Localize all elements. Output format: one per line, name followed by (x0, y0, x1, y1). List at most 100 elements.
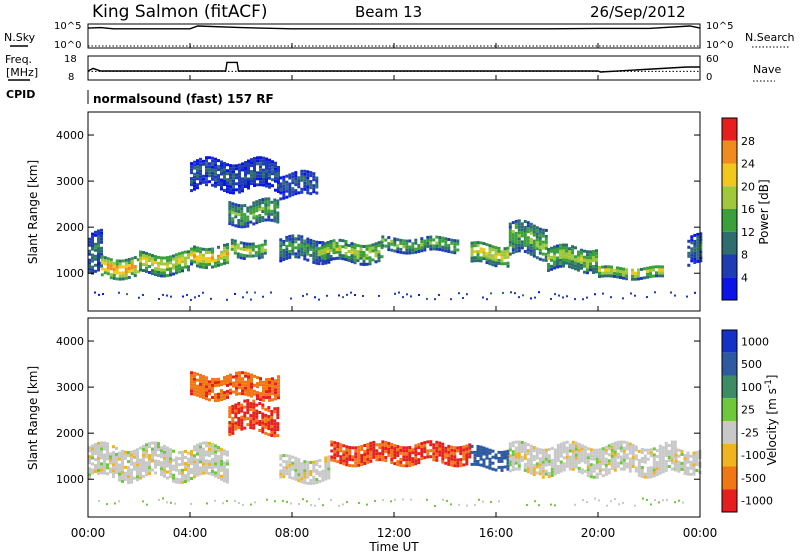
velocity-echo-cell (100, 462, 103, 466)
power-echo-cell (273, 213, 277, 217)
velocity-echo-cell (232, 390, 235, 394)
velocity-echo-cell (523, 462, 527, 466)
velocity-echo-cell (217, 464, 220, 468)
velocity-echo-cell (667, 465, 671, 468)
power-echo-cell (97, 253, 100, 257)
power-echo-cell (580, 263, 583, 267)
velocity-echo-cell (622, 449, 626, 453)
velocity-echo-cell (372, 446, 376, 450)
power-echo-cell (139, 253, 142, 257)
power-echo-cell (538, 242, 542, 246)
power-echo-cell (482, 296, 484, 299)
velocity-echo-cell (211, 466, 214, 470)
power-echo-cell (237, 207, 241, 210)
velocity-echo-cell (619, 455, 623, 459)
power-echo-cell (264, 203, 268, 207)
power-echo-cell (616, 272, 619, 276)
velocity-echo-cell (369, 453, 373, 457)
power-echo-cell (223, 246, 226, 250)
velocity-echo-cell (582, 499, 584, 502)
power-echo-cell (344, 246, 348, 249)
velocity-echo-cell (312, 475, 316, 479)
velocity-echo-cell (488, 463, 492, 467)
nsearch-tick-top: 10^5 (706, 21, 733, 32)
power-echo-cell (199, 169, 202, 173)
power-echo-cell (232, 191, 235, 195)
power-echo-cell (646, 296, 648, 299)
velocity-echo-cell (184, 450, 187, 453)
power-echo-cell (699, 235, 703, 239)
velocity-echo-cell (220, 395, 223, 399)
power-echo-cell (418, 293, 420, 296)
velocity-echo-cell (619, 458, 623, 462)
velocity-echo-cell (595, 472, 599, 476)
velocity-echo-cell (432, 458, 436, 462)
velocity-echo-cell (139, 464, 142, 468)
power-echo-cell (291, 187, 295, 191)
velocity-echo-cell (650, 503, 652, 506)
velocity-echo-cell (178, 481, 181, 485)
velocity-echo-cell (169, 457, 172, 461)
power-echo-cell (100, 255, 104, 259)
power-echo-cell (435, 247, 439, 251)
power-echo-cell (466, 293, 468, 296)
velocity-echo-cell (506, 461, 510, 465)
power-echo-cell (230, 244, 234, 248)
power-echo-cell (595, 249, 598, 253)
power-echo-cell (362, 263, 366, 266)
power-echo-cell (303, 175, 307, 179)
velocity-echo-cell (420, 451, 424, 454)
velocity-echo-cell (91, 444, 94, 448)
power-echo-cell (450, 298, 452, 301)
velocity-echo-cell (306, 466, 310, 470)
power-echo-cell (526, 239, 530, 243)
velocity-echo-cell (242, 503, 244, 506)
power-echo-cell (365, 256, 369, 260)
power-echo-cell (517, 222, 521, 226)
power-echo-cell (494, 261, 498, 265)
power-echo-cell (226, 249, 229, 253)
velocity-echo-cell (589, 475, 593, 479)
power-echo-cell (297, 179, 301, 183)
velocity-echo-cell (547, 472, 551, 475)
velocity-echo-cell (199, 388, 202, 392)
power-echo-cell (380, 240, 384, 244)
velocity-echo-cell (565, 455, 569, 459)
power-echo-cell (453, 245, 457, 249)
power-echo-cell (393, 243, 397, 247)
power-echo-cell (696, 256, 700, 260)
power-echo-cell (109, 258, 113, 262)
power-echo-cell (230, 238, 234, 242)
velocity-echo-cell (205, 388, 208, 392)
power-echo-cell (562, 243, 565, 247)
power-echo-cell (583, 264, 586, 268)
power-echo-cell (112, 276, 116, 280)
velocity-echo-cell (196, 464, 199, 468)
velocity-echo-cell (133, 464, 136, 468)
velocity-echo-cell (652, 447, 656, 451)
velocity-echo-cell (490, 500, 492, 503)
velocity-echo-cell (181, 468, 184, 472)
velocity-echo-cell (231, 422, 235, 426)
velocity-echo-cell (193, 392, 196, 396)
power-echo-cell (258, 217, 262, 220)
velocity-echo-cell (234, 409, 238, 413)
velocity-echo-cell (249, 420, 253, 424)
velocity-echo-cell (97, 471, 100, 475)
power-echo-cell (582, 298, 584, 301)
power-echo-cell (274, 188, 277, 192)
power-echo-cell (380, 255, 384, 259)
velocity-echo-cell (246, 402, 250, 406)
velocity-echo-cell (190, 450, 193, 453)
velocity-echo-cell (181, 459, 184, 463)
velocity-echo-cell (378, 455, 382, 459)
power-echo-cell (182, 295, 184, 298)
velocity-echo-cell (214, 465, 217, 469)
velocity-echo-cell (670, 467, 674, 471)
velocity-echo-cell (142, 468, 145, 472)
velocity-echo-cell (345, 445, 349, 449)
velocity-colorbar-tick: -1000 (741, 495, 773, 508)
power-echo-cell (133, 265, 137, 269)
power-echo-cell (402, 242, 406, 246)
velocity-echo-cell (151, 453, 154, 457)
